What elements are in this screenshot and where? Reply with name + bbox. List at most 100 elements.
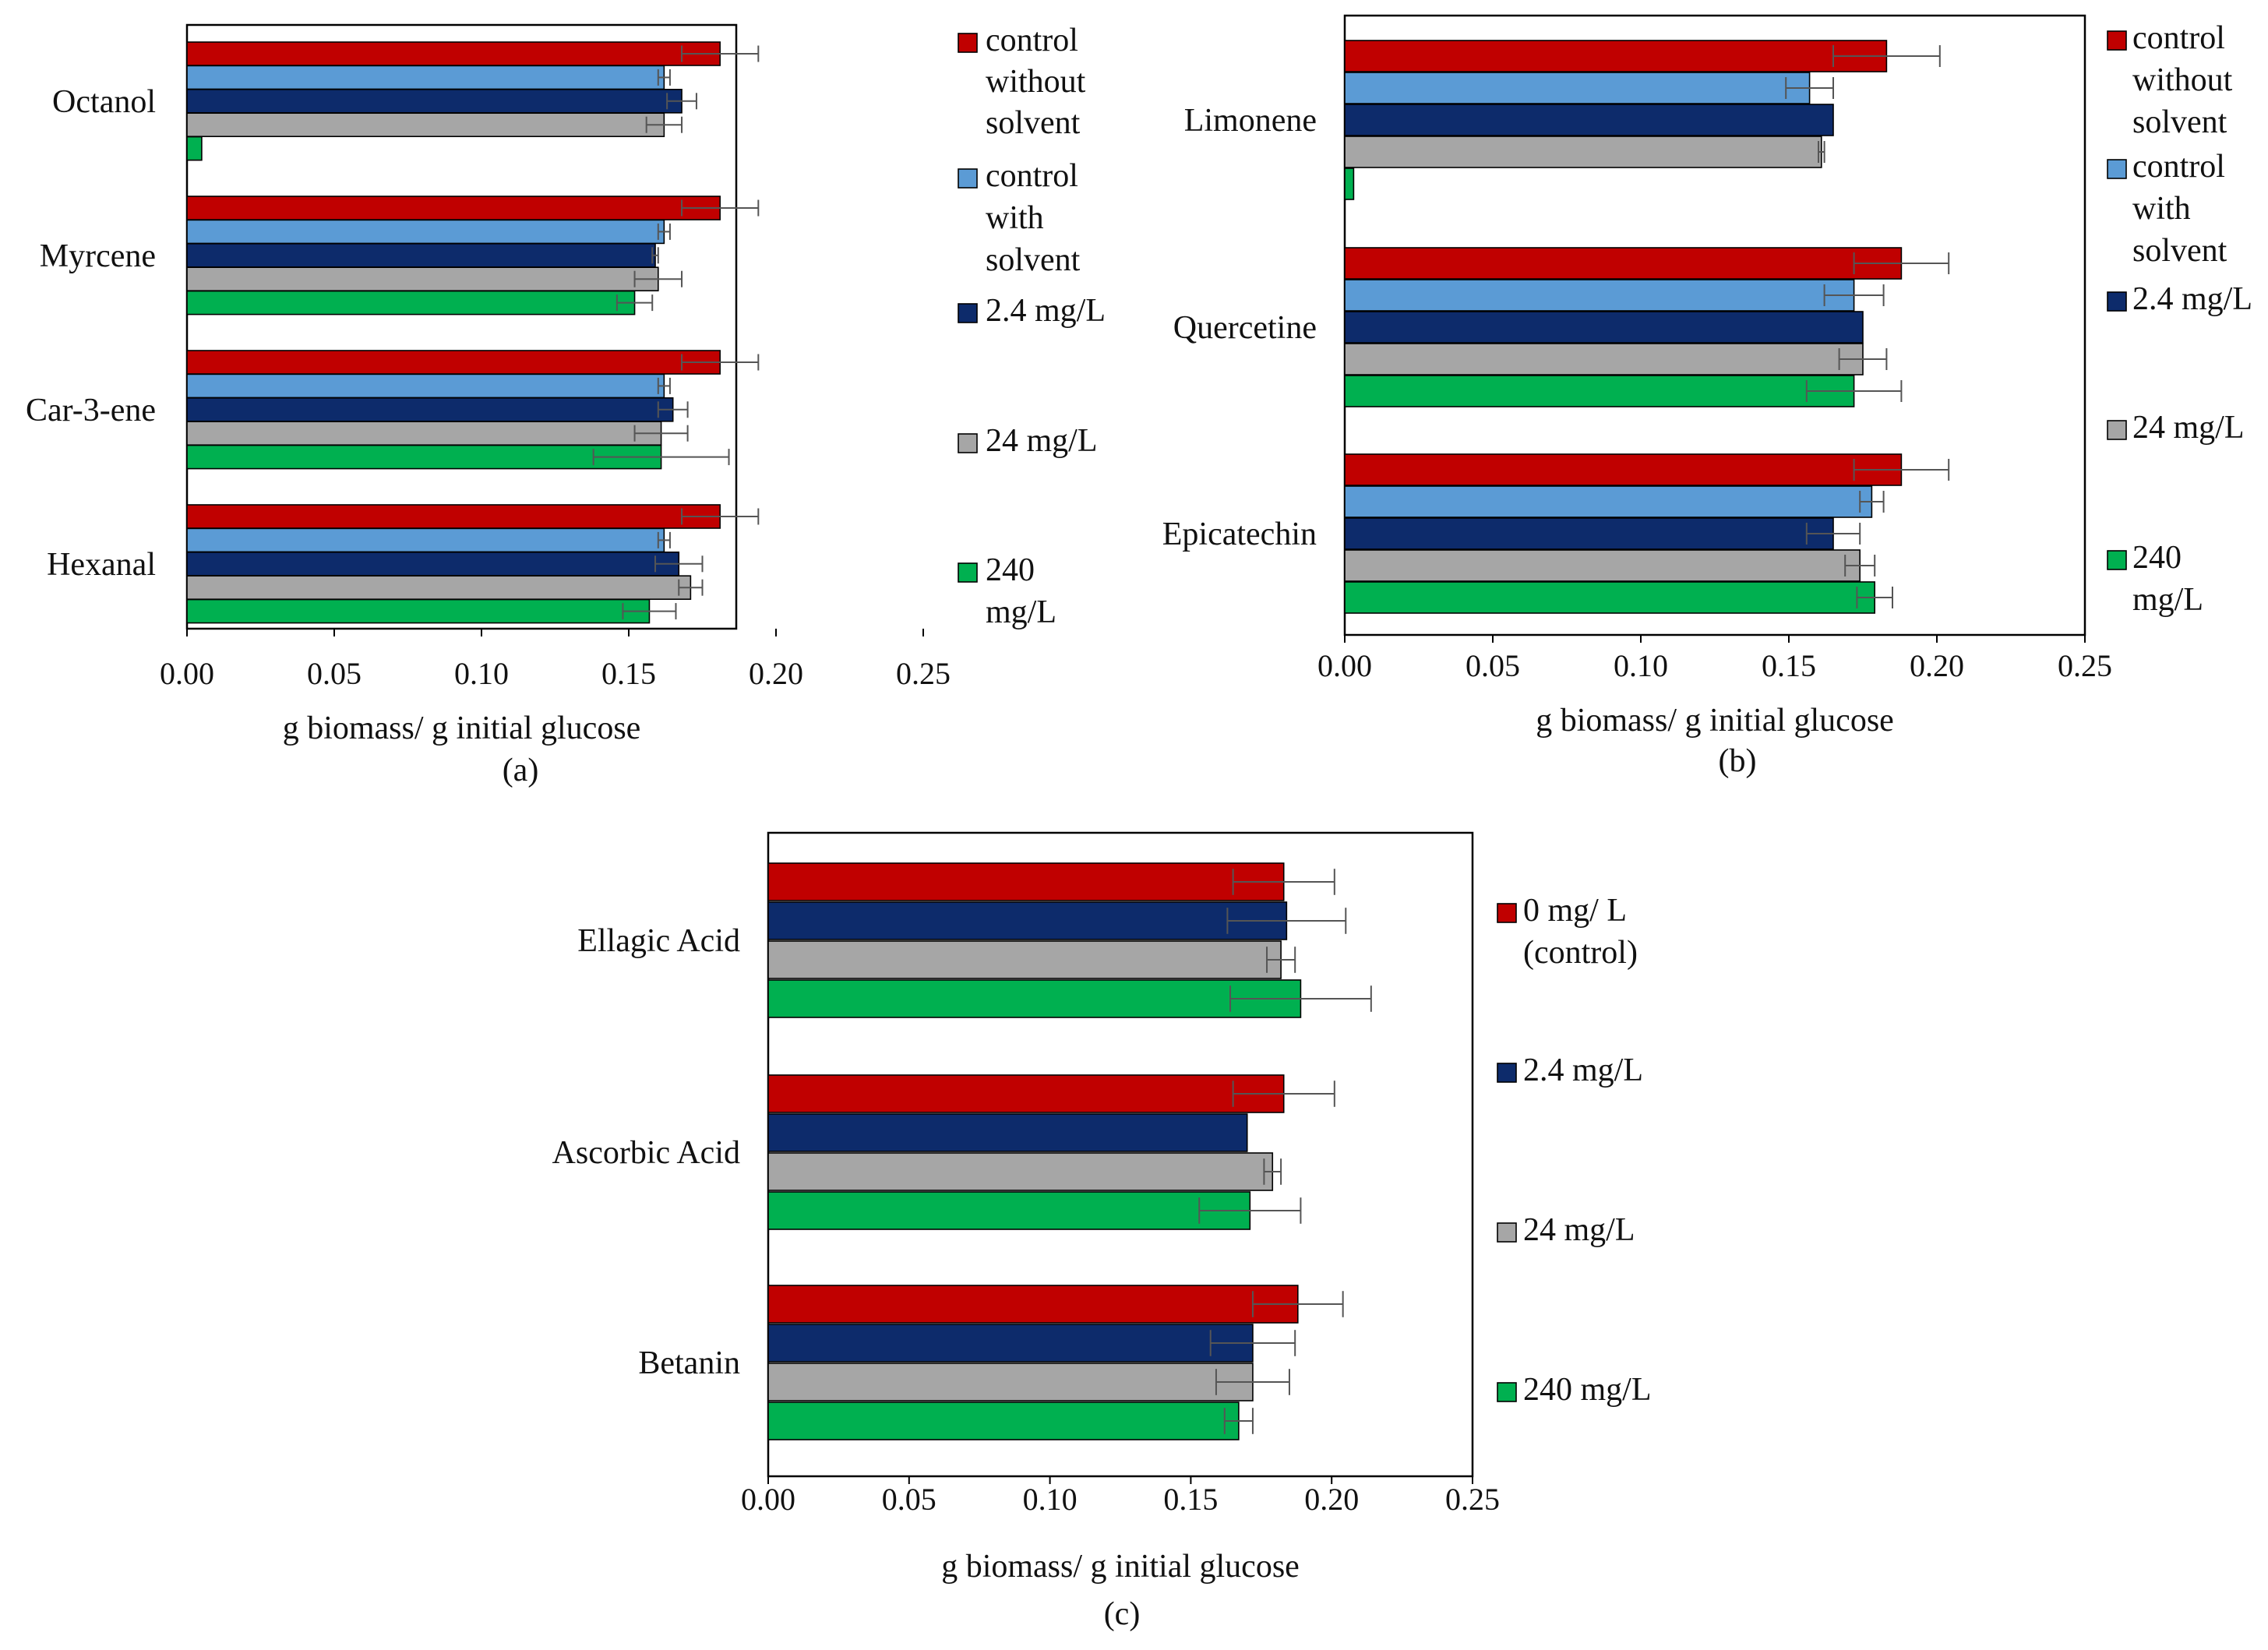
bar-betanin-2-4-mg-l [767,1324,1254,1363]
legend-label-2-4-mg-l: 2.4 mg/L [986,293,1106,329]
legend-swatch-240-mg-l [1497,1382,1517,1402]
x-tick-label: 0.00 [741,1482,795,1517]
category-label-epicatechin: Epicatechin [1162,517,1317,552]
bar-car-3-ene-24-mg-l [186,421,662,446]
x-tick-label: 0.10 [454,656,509,691]
bar-limonene-control-without-solvent [1344,40,1888,72]
category-label-limonene: Limonene [1184,103,1317,139]
bar-ascorbic-acid-2-4-mg-l [767,1113,1248,1152]
bar-limonene-2-4-mg-l [1344,104,1834,136]
legend-swatch-2-4-mg-l [958,303,978,323]
chart-panel-c: 0.00 0.05 0.10 0.15 0.20 0.25 Ellagic Acid Asco… [552,831,1652,1632]
x-tick-label: 0.20 [749,656,803,691]
legend-label-control-without-solvent: without [986,64,1086,100]
legend-label-24-mg-l: 24 mg/L [986,423,1098,459]
category-label-ellagic-acid: Ellagic Acid [577,923,740,959]
x-tick-label: 0.00 [1317,648,1372,683]
legend-label-24-mg-l: 24 mg/L [2132,410,2245,446]
legend-label-control-with-solvent: with [986,200,1044,236]
legend-label-0-mg-l-control: (control) [1523,935,1638,971]
bar-car-3-ene-control-without-solvent [186,350,721,375]
legend-swatch-2-4-mg-l [1497,1063,1517,1083]
bar-epicatechin-control-without-solvent [1344,453,1903,486]
bar-betanin-240-mg-l [767,1401,1240,1440]
x-axis-label: g biomass/ g initial glucose [283,710,641,746]
bar-limonene-control-with-solvent [1344,72,1811,104]
legend-label-240-mg-l: mg/L [986,594,1056,630]
bar-ascorbic-acid-24-mg-l [767,1152,1274,1191]
chart-panel-a: 0.00 0.05 0.10 0.15 0.20 0.25 Octanol Myrcene Ca… [26,23,1106,788]
bar-car-3-ene-control-with-solvent [186,373,665,399]
x-tick-label: 0.15 [1762,648,1816,683]
bar-hexanal-2-4-mg-l [186,551,680,576]
x-tick-label: 0.05 [1466,648,1520,683]
bar-myrcene-24-mg-l [186,266,659,292]
category-label-hexanal: Hexanal [47,547,156,583]
bar-hexanal-240-mg-l [186,598,651,624]
legend-swatch-control-with-solvent [958,168,978,189]
plot-frame [185,23,738,630]
legend-label-control-without-solvent: solvent [2132,104,2227,140]
bar-octanol-control-with-solvent [186,65,665,90]
legend-label-0-mg-l-control: 0 mg/ L [1523,893,1627,929]
bar-ellagic-acid-24-mg-l [767,940,1282,979]
bar-hexanal-24-mg-l [186,575,692,601]
bar-car-3-ene-2-4-mg-l [186,397,674,422]
legend-swatch-24-mg-l [1497,1222,1517,1243]
x-axis-label: g biomass/ g initial glucose [941,1549,1300,1585]
legend-label-2-4-mg-l: 2.4 mg/L [2132,281,2252,317]
bar-quercetine-24-mg-l [1344,343,1864,375]
legend-label-control-with-solvent: solvent [2132,233,2227,269]
legend-label-control-without-solvent: solvent [986,105,1081,141]
bar-betanin-0-mg-l-control [767,1285,1299,1324]
x-tick-label: 0.25 [896,656,951,691]
x-tick-label: 0.15 [1163,1482,1218,1517]
x-tick-label: 0.25 [1445,1482,1500,1517]
category-label-car-3-ene: Car-3-ene [26,393,156,428]
legend-swatch-240-mg-l [958,562,978,583]
legend-label-control-with-solvent: with [2132,191,2191,227]
panel-label: (b) [1719,743,1757,779]
legend-label-control-with-solvent: control [2132,149,2225,185]
legend-swatch-240-mg-l [2107,550,2127,570]
legend-label-240-mg-l: 240 [2132,540,2182,576]
legend-label-control-with-solvent: solvent [986,242,1081,278]
x-tick-label: 0.25 [2058,648,2112,683]
legend-swatch-24-mg-l [2107,420,2127,440]
bar-betanin-24-mg-l [767,1363,1254,1401]
legend-swatch-0-mg-l-control [1497,903,1517,923]
bar-octanol-control-without-solvent [186,41,721,66]
bar-octanol-240-mg-l [186,136,203,161]
legend-label-control-with-solvent: control [986,158,1078,194]
x-tick-label: 0.20 [1910,648,1964,683]
chart-panel-b: 0.00 0.05 0.10 0.15 0.20 0.25 Limonene Querceti… [1162,14,2252,779]
legend-swatch-2-4-mg-l [2107,291,2127,312]
x-tick-label: 0.05 [882,1482,936,1517]
x-tick-label: 0.15 [601,656,656,691]
category-label-myrcene: Myrcene [40,238,156,274]
bar-epicatechin-24-mg-l [1344,549,1861,582]
legend-swatch-control-without-solvent [958,33,978,53]
bar-quercetine-control-without-solvent [1344,247,1903,280]
bar-car-3-ene-240-mg-l [186,444,662,470]
x-axis-label: g biomass/ g initial glucose [1536,703,1894,739]
legend-label-control-without-solvent: control [2132,20,2225,56]
bar-octanol-24-mg-l [186,112,665,137]
legend-label-240-mg-l: 240 [986,552,1035,588]
bar-quercetine-control-with-solvent [1344,279,1855,312]
legend-label-control-without-solvent: without [2132,62,2233,98]
bar-myrcene-control-with-solvent [186,219,665,245]
bar-hexanal-control-without-solvent [186,504,721,529]
x-tick-label: 0.00 [160,656,214,691]
bar-myrcene-240-mg-l [186,290,636,316]
category-label-ascorbic-acid: Ascorbic Acid [552,1135,740,1171]
panel-label: (a) [503,753,539,788]
legend-label-240-mg-l: mg/L [2132,582,2203,618]
bar-limonene-24-mg-l [1344,136,1822,168]
x-tick-label: 0.20 [1304,1482,1359,1517]
legend-label-2-4-mg-l: 2.4 mg/L [1523,1052,1643,1088]
bar-myrcene-2-4-mg-l [186,242,656,268]
legend-swatch-control-with-solvent [2107,159,2127,179]
bar-myrcene-control-without-solvent [186,196,721,220]
